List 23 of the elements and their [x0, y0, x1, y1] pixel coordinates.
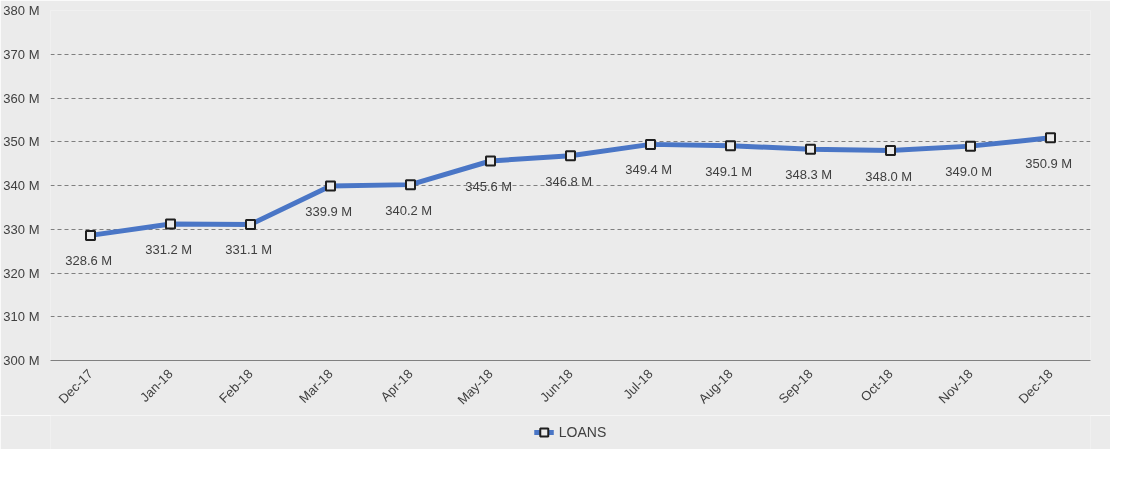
y-tick-label: 360 M	[3, 90, 40, 106]
data-label: 349.4 M	[625, 162, 673, 178]
data-label: 331.1 M	[225, 242, 273, 258]
data-label: 328.6 M	[65, 253, 113, 269]
y-tick-label: 330 M	[3, 221, 40, 237]
y-tick-label: 380 M	[3, 3, 40, 18]
data-label: 349.1 M	[705, 163, 753, 179]
data-label: 346.8 M	[545, 173, 593, 189]
data-label: 348.0 M	[865, 168, 913, 184]
y-tick-label: 320 M	[3, 265, 40, 281]
legend-label: LOANS	[558, 424, 607, 440]
y-tick-label: 340 M	[3, 178, 40, 193]
y-tick-label: 310 M	[3, 309, 40, 325]
y-tick-label: 370 M	[3, 46, 40, 62]
data-label: 331.2 M	[145, 242, 193, 257]
data-label: 339.9 M	[305, 203, 353, 219]
data-label: 350.9 M	[1025, 155, 1073, 171]
y-tick-label: 300 M	[3, 353, 40, 368]
data-label: 340.2 M	[385, 202, 433, 218]
data-label: 349.0 M	[945, 164, 993, 180]
data-label: 345.6 M	[465, 179, 513, 194]
data-label: 348.3 M	[785, 167, 833, 183]
y-tick-label: 350 M	[3, 134, 40, 150]
